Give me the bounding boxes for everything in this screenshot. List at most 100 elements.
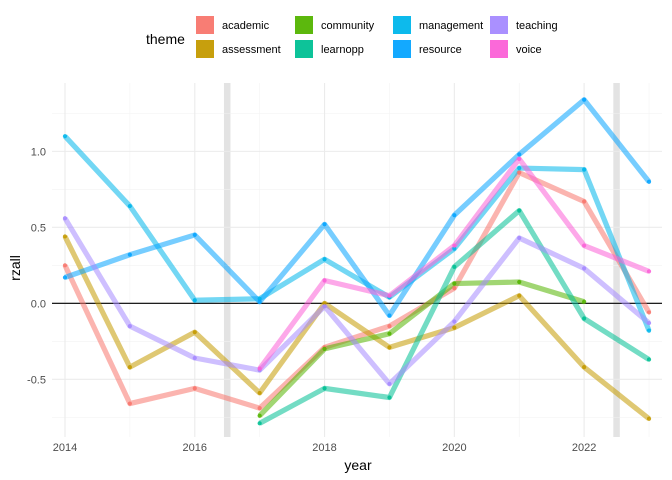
data-point-resource [646, 179, 652, 184]
data-point-learnopp [452, 264, 457, 269]
x-tick-label: 2022 [572, 442, 596, 454]
data-point-community [517, 279, 522, 285]
legend: theme academic assessment community learnop… [146, 16, 558, 58]
data-point-management [646, 328, 652, 333]
data-point-management [127, 203, 132, 209]
series-line-management [63, 134, 652, 332]
data-point-academic [192, 386, 197, 391]
x-tick-label: 2016 [183, 442, 207, 454]
data-point-learnopp [387, 395, 392, 400]
legend-title: theme [146, 31, 185, 47]
series-line-community [257, 279, 585, 418]
data-point-teaching [452, 319, 457, 324]
y-tick-label: 1.0 [31, 146, 46, 158]
data-point-voice [582, 243, 587, 248]
series-points [62, 97, 652, 426]
legend-key-teaching [490, 16, 508, 34]
series-line-teaching [62, 216, 651, 387]
data-point-learnopp [582, 316, 587, 321]
legend-label-resource: resource [419, 44, 462, 56]
data-point-teaching [192, 355, 197, 361]
data-point-resource [387, 313, 392, 318]
data-point-academic [62, 263, 68, 268]
data-point-community [452, 281, 457, 286]
data-point-assessment [646, 416, 652, 421]
data-point-academic [582, 199, 587, 204]
x-tick-label: 2020 [442, 442, 466, 454]
data-point-resource [62, 275, 68, 280]
data-point-community [257, 413, 262, 418]
data-point-teaching [646, 320, 652, 326]
data-point-teaching [387, 381, 392, 386]
data-point-management [62, 134, 68, 139]
legend-key-learnopp [295, 40, 313, 58]
data-point-assessment [192, 330, 197, 335]
data-point-assessment [62, 234, 68, 239]
data-point-voice [452, 243, 457, 248]
y-axis-ticks: -0.5 0.0 0.5 1.0 [27, 146, 46, 386]
y-tick-label: 0.0 [31, 298, 46, 310]
y-tick-label: -0.5 [27, 374, 46, 386]
data-point-teaching [582, 266, 587, 271]
data-point-resource [257, 299, 262, 304]
legend-key-academic [196, 16, 214, 34]
data-point-learnopp [322, 386, 327, 391]
data-point-assessment [582, 365, 587, 370]
series-line-resource [64, 97, 652, 319]
legend-key-resource [393, 40, 411, 58]
legend-label-community: community [321, 20, 375, 32]
legend-label-assessment: assessment [222, 44, 281, 56]
legend-key-voice [490, 40, 508, 58]
data-point-academic [127, 401, 132, 406]
data-point-community [322, 346, 327, 351]
data-point-learnopp [646, 357, 652, 362]
data-point-voice [646, 269, 652, 274]
data-point-learnopp [257, 421, 262, 426]
data-point-resource [192, 232, 197, 238]
data-point-community [582, 299, 587, 304]
x-axis-ticks: 2014 2016 2018 2020 2022 [53, 442, 597, 454]
data-point-management [582, 167, 587, 172]
data-point-assessment [517, 293, 522, 298]
data-point-teaching [127, 323, 132, 329]
legend-label-voice: voice [516, 44, 542, 56]
legend-key-assessment [196, 40, 214, 58]
y-axis-title: rzall [7, 255, 23, 281]
data-point-voice [322, 278, 327, 283]
data-point-assessment [257, 390, 262, 396]
data-point-voice [387, 293, 392, 298]
data-point-management [452, 246, 457, 251]
data-point-resource [517, 152, 522, 157]
data-point-management [517, 165, 522, 171]
data-point-management [322, 257, 327, 262]
data-point-resource [582, 97, 587, 102]
data-point-assessment [387, 345, 392, 350]
data-point-teaching [322, 304, 327, 309]
data-point-resource [322, 222, 327, 227]
x-tick-label: 2018 [312, 442, 336, 454]
data-point-academic [646, 310, 652, 315]
shaded-band-1 [223, 83, 231, 437]
data-point-teaching [62, 216, 68, 221]
data-point-voice [517, 156, 522, 162]
data-point-resource [452, 213, 457, 218]
data-point-assessment [452, 325, 457, 330]
y-tick-label: 0.5 [31, 222, 46, 234]
data-point-community [387, 331, 392, 336]
x-axis-title: year [344, 457, 372, 473]
data-point-voice [257, 366, 262, 371]
data-point-resource [127, 252, 132, 257]
data-point-academic [452, 286, 457, 291]
series-lines [62, 97, 652, 426]
data-point-academic [387, 323, 392, 329]
series-line-assessment [62, 235, 651, 421]
data-point-academic [257, 406, 262, 411]
x-tick-label: 2014 [53, 442, 77, 454]
data-point-teaching [517, 235, 522, 241]
legend-label-management: management [419, 20, 483, 32]
legend-label-teaching: teaching [516, 20, 558, 32]
legend-label-academic: academic [222, 20, 270, 32]
legend-label-learnopp: learnopp [321, 44, 364, 56]
data-point-assessment [127, 365, 132, 370]
